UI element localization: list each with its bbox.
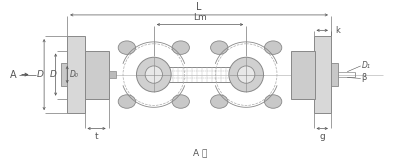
Circle shape — [229, 57, 264, 92]
Text: β: β — [362, 73, 367, 82]
Text: D₀: D₀ — [70, 70, 79, 79]
Circle shape — [145, 66, 162, 83]
Ellipse shape — [118, 41, 136, 54]
Text: A 向: A 向 — [193, 148, 207, 157]
Ellipse shape — [172, 95, 190, 108]
Circle shape — [136, 57, 171, 92]
Ellipse shape — [118, 95, 136, 108]
Bar — [331, 63, 338, 86]
Bar — [108, 71, 116, 78]
Text: k: k — [336, 26, 340, 35]
Bar — [62, 63, 67, 86]
Bar — [292, 51, 316, 99]
Bar — [67, 36, 84, 113]
Ellipse shape — [210, 41, 228, 54]
Bar — [314, 36, 331, 113]
Text: D₁: D₁ — [362, 61, 370, 70]
Text: t: t — [95, 132, 98, 141]
Ellipse shape — [210, 95, 228, 108]
Circle shape — [238, 66, 255, 83]
Ellipse shape — [264, 41, 282, 54]
Text: L: L — [196, 2, 202, 12]
Text: g: g — [319, 132, 325, 141]
Text: A: A — [10, 70, 17, 80]
Text: D: D — [49, 70, 56, 79]
Bar — [84, 51, 108, 99]
Ellipse shape — [172, 41, 190, 54]
Text: Lm: Lm — [193, 13, 207, 22]
Ellipse shape — [264, 95, 282, 108]
Text: D: D — [37, 70, 44, 79]
